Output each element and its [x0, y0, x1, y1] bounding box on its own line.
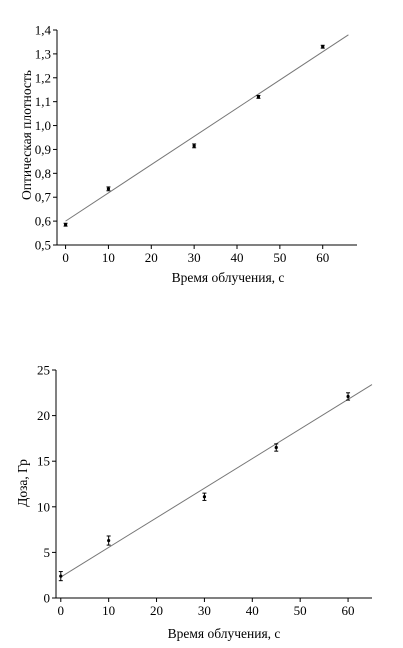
chart-dose: 0 10 20 30 40 50 60 0 5 10 15 20 25 Время облучения,…: [15, 363, 373, 641]
data-point: [59, 574, 63, 578]
x-tick-label: 40: [246, 603, 259, 618]
chart2-y-axis-label: Доза, Гр: [15, 459, 30, 507]
x-tick-label: 10: [102, 603, 115, 618]
y-tick-label: 0,9: [35, 142, 51, 157]
fit-line: [60, 384, 373, 578]
data-point: [107, 538, 111, 543]
data-point: [106, 187, 111, 191]
x-tick-label: 0: [62, 250, 69, 265]
y-tick-label: 1,2: [35, 70, 51, 85]
chart2-ticks: 0 10 20 30 40 50 60 0 5 10 15 20 25: [37, 363, 355, 619]
data-point: [274, 445, 278, 450]
chart2-fit-line: [60, 384, 373, 578]
chart1-ticks: 0 10 20 30 40 50 60 0,5 0,6 0,7 0,8 0,9 1,0 1,1 1,2 1,3…: [35, 23, 329, 266]
y-tick-label: 1,0: [35, 118, 51, 133]
chart2-x-axis-label: Время облучения, с: [168, 626, 281, 641]
y-tick-label: 15: [37, 454, 50, 469]
x-tick-label: 10: [102, 250, 115, 265]
x-tick-label: 50: [273, 250, 286, 265]
data-point: [256, 95, 261, 99]
y-tick-label: 5: [44, 545, 51, 560]
x-tick-label: 60: [342, 603, 355, 618]
fit-line: [65, 34, 349, 222]
chart1-y-axis-label: Оптическая плотность: [19, 70, 34, 200]
chart1-fit-line: [65, 34, 349, 222]
x-tick-label: 50: [294, 603, 307, 618]
x-tick-label: 60: [316, 250, 329, 265]
chart2-axes: [55, 370, 372, 599]
y-tick-label: 0,8: [35, 166, 51, 181]
x-tick-label: 40: [231, 250, 244, 265]
y-tick-label: 0,5: [35, 238, 51, 253]
chart1-points: [63, 44, 325, 227]
y-tick-label: 1,1: [35, 94, 51, 109]
x-tick-label: 30: [188, 250, 201, 265]
data-point: [63, 223, 68, 227]
y-tick-label: 10: [37, 499, 50, 514]
chart2-points: [58, 392, 351, 582]
chart1-x-axis-label: Время облучения, с: [172, 270, 285, 285]
chart1-axes: [56, 30, 357, 246]
y-tick-label: 0,6: [35, 214, 52, 229]
x-tick-label: 20: [145, 250, 158, 265]
chart-optical-density: 0 10 20 30 40 50 60 0,5 0,6 0,7 0,8 0,9 1,0 1,1 1,2 1,3…: [19, 23, 357, 285]
data-point: [321, 45, 325, 49]
y-tick-label: 20: [37, 408, 50, 423]
x-tick-label: 30: [198, 603, 211, 618]
y-tick-label: 25: [37, 363, 50, 378]
y-tick-label: 1,4: [35, 23, 52, 38]
y-tick-label: 0,7: [35, 190, 52, 205]
data-point: [202, 495, 207, 499]
x-tick-label: 0: [58, 603, 65, 618]
y-tick-label: 1,3: [35, 46, 51, 61]
data-point: [192, 144, 196, 148]
x-tick-label: 20: [150, 603, 163, 618]
data-point: [346, 394, 350, 399]
y-tick-label: 0: [44, 591, 51, 606]
